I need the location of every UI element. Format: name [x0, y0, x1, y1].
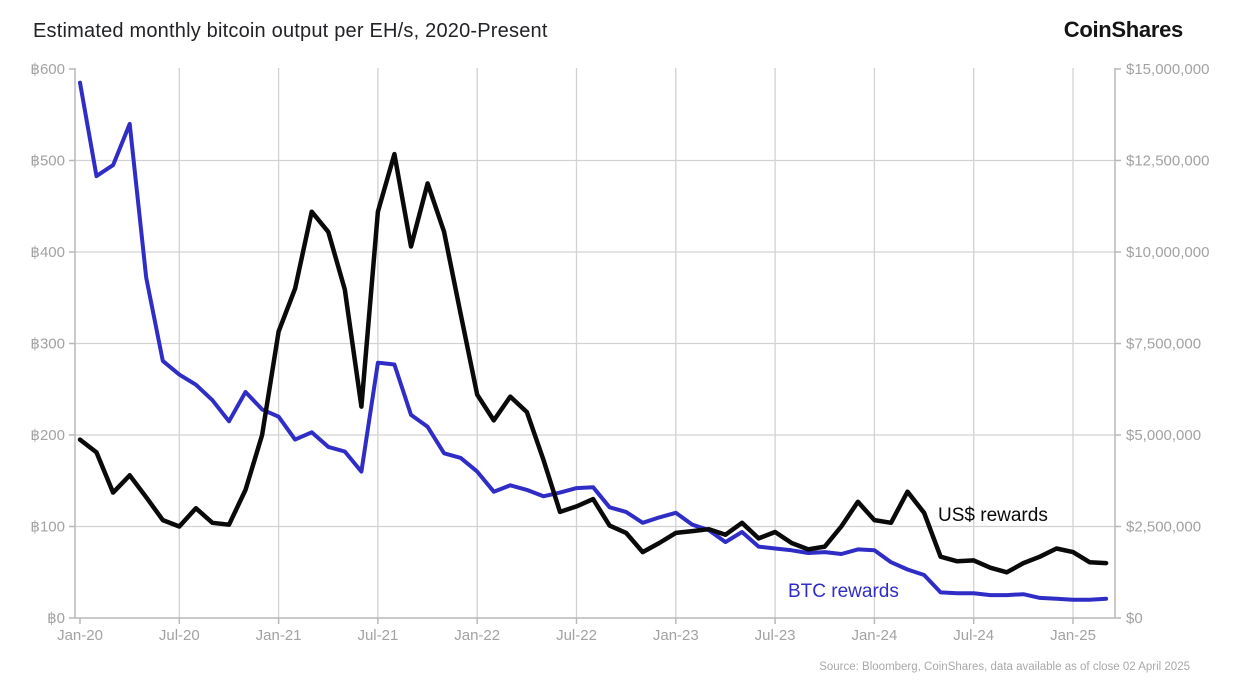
x-tick-label: Jan-21 — [256, 627, 302, 644]
y-right-tick-label: $0 — [1126, 610, 1143, 627]
x-tick-label: Jul-22 — [556, 627, 597, 644]
source-note: Source: Bloomberg, CoinShares, data avai… — [819, 661, 1190, 673]
y-left-tick-label: ฿200 — [30, 427, 65, 444]
y-right-tick-label: $12,500,000 — [1126, 153, 1209, 170]
y-left-tick-label: ฿100 — [30, 519, 65, 536]
y-right-tick-label: $2,500,000 — [1126, 519, 1201, 536]
usd-rewards-label: US$ rewards — [938, 505, 1048, 526]
btc-rewards-line — [78, 80, 1109, 602]
y-right-tick-label: $15,000,000 — [1126, 61, 1209, 78]
coinshares-logo: CoinShares — [1063, 17, 1184, 42]
x-tick-label: Jan-25 — [1050, 627, 1096, 644]
series-lines — [77, 80, 1109, 602]
y-left-tick-label: ฿500 — [30, 153, 65, 170]
x-tick-label: Jul-23 — [755, 627, 796, 644]
y-left-tick-label: ฿300 — [30, 336, 65, 353]
y-right-tick-label: $7,500,000 — [1126, 336, 1201, 353]
x-tick-label: Jan-24 — [851, 627, 897, 644]
y-right-tick-label: $5,000,000 — [1126, 427, 1201, 444]
chart-title: Estimated monthly bitcoin output per EH/… — [33, 20, 548, 42]
btc-rewards-label: BTC rewards — [788, 581, 899, 602]
usd-rewards-line — [77, 151, 1109, 575]
y-left-tick-label: ฿400 — [30, 244, 65, 261]
y-left-tick-label: ฿600 — [30, 61, 65, 78]
x-tick-label: Jan-23 — [653, 627, 699, 644]
y-right-tick-label: $10,000,000 — [1126, 244, 1209, 261]
axes — [69, 68, 1121, 624]
x-tick-label: Jul-20 — [159, 627, 200, 644]
gridlines — [75, 68, 1115, 618]
x-tick-label: Jul-24 — [953, 627, 994, 644]
x-tick-label: Jan-22 — [454, 627, 500, 644]
axis-labels: ฿0 ฿100 ฿200 ฿300 ฿400 ฿500 ฿600 $0 $2,500,000 $5… — [30, 61, 1209, 644]
x-tick-label: Jan-20 — [57, 627, 103, 644]
y-left-tick-label: ฿0 — [47, 610, 65, 627]
x-tick-label: Jul-21 — [357, 627, 398, 644]
